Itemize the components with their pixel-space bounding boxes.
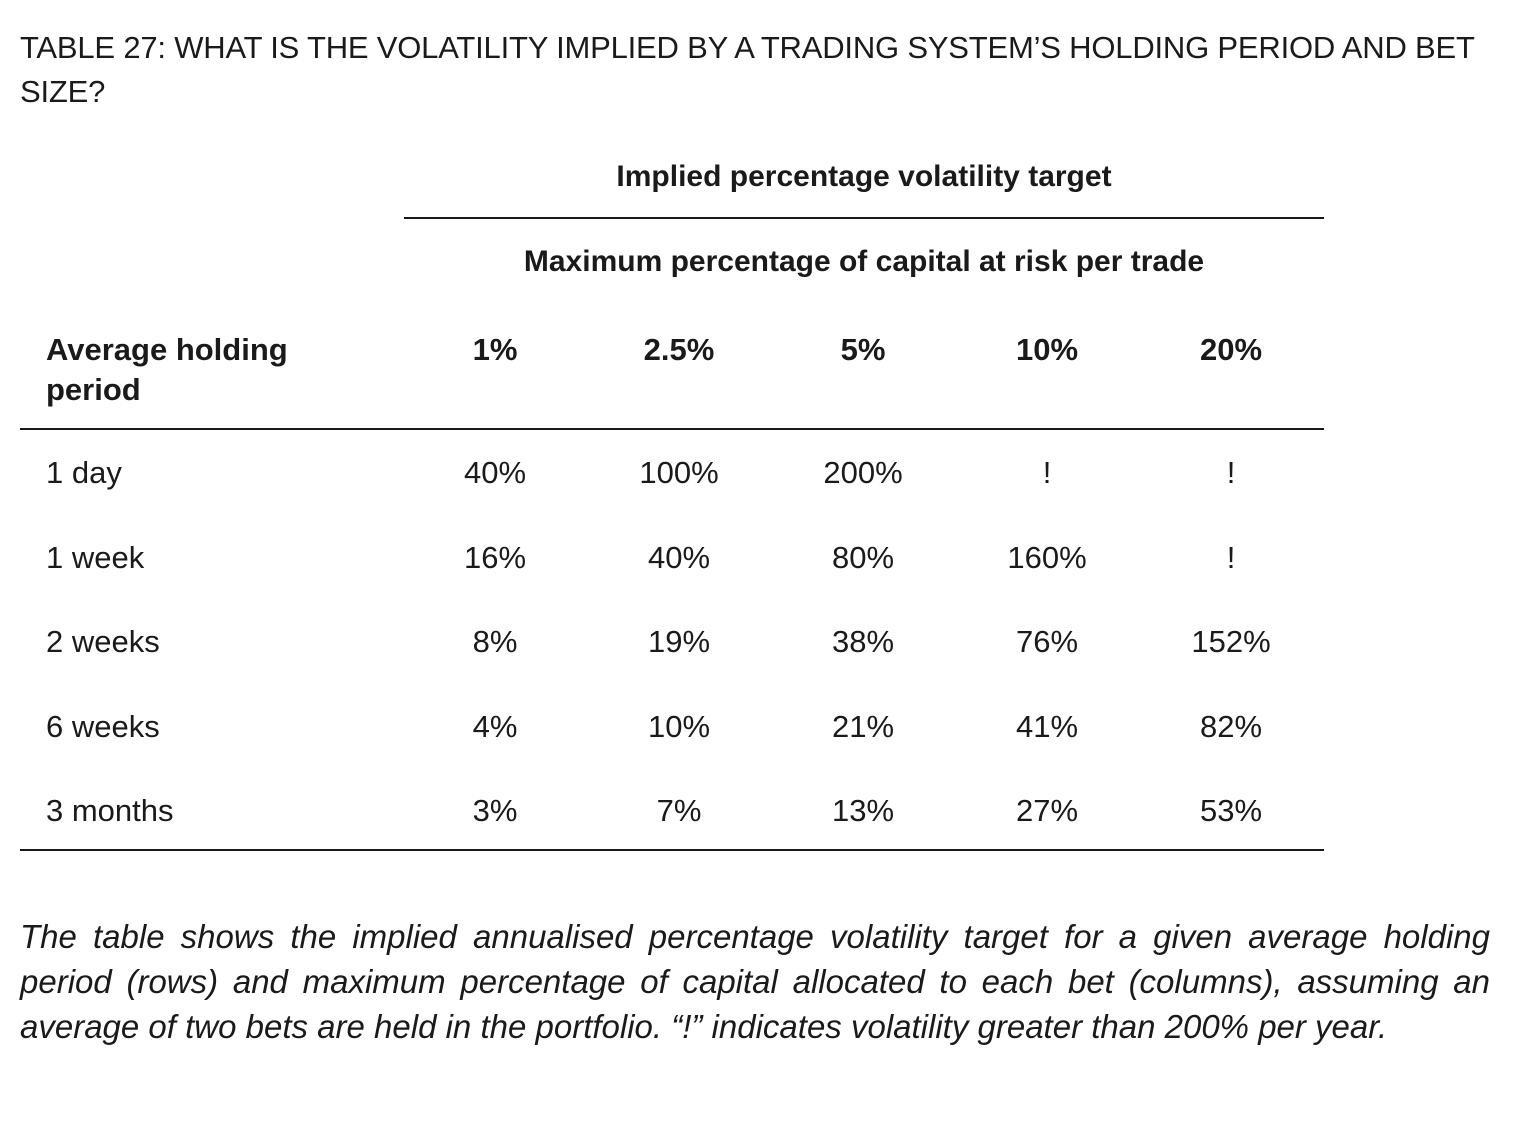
table-cell: 10% [647, 709, 711, 744]
table-cell: 160% [1007, 540, 1087, 575]
row-label: 1 week [46, 540, 145, 575]
table-cell: 100% [639, 455, 719, 490]
sub-header: Maximum percentage of capital at risk pe… [523, 245, 1205, 278]
table-cell: 16% [463, 540, 527, 575]
table-cell: 40% [463, 455, 527, 490]
column-header: 5% [840, 332, 886, 367]
table-cell: 200% [823, 455, 903, 490]
table-cell: 3% [472, 793, 518, 828]
row-label: 6 weeks [46, 709, 160, 744]
table-caption: The table shows the implied annualised p… [20, 918, 1490, 1045]
table-cell: 76% [1015, 624, 1079, 659]
table-cell: 19% [647, 624, 711, 659]
table-cell: ! [1226, 455, 1236, 490]
row-label: 2 weeks [46, 624, 160, 659]
table-cell: 80% [831, 540, 895, 575]
table-cell: 152% [1191, 624, 1271, 659]
table-cell: ! [1042, 455, 1052, 490]
table-cell: ! [1226, 540, 1236, 575]
table-cell: 40% [647, 540, 711, 575]
row-label: 1 day [46, 455, 122, 490]
table-cell: 8% [472, 624, 518, 659]
header-rule [404, 217, 1324, 219]
table-cell: 13% [831, 793, 895, 828]
table-title: TABLE 27: WHAT IS THE VOLATILITY IMPLIED… [20, 30, 1475, 109]
table-cell: 21% [831, 709, 895, 744]
table-cell: 7% [656, 793, 702, 828]
table-cell: 38% [831, 624, 895, 659]
row-label: 3 months [46, 793, 174, 828]
column-header: 10% [1015, 332, 1079, 367]
table-bottom-rule [20, 849, 1324, 851]
super-header: Implied percentage volatility target [616, 160, 1112, 193]
table-cell: 82% [1199, 709, 1263, 744]
row-header: Average holding period [46, 332, 288, 407]
table-cell: 53% [1199, 793, 1263, 828]
table-cell: 41% [1015, 709, 1079, 744]
column-header: 2.5% [643, 332, 715, 367]
column-header: 20% [1199, 332, 1263, 367]
table-cell: 4% [472, 709, 518, 744]
table-cell: 27% [1015, 793, 1079, 828]
column-header-rule [20, 428, 1324, 430]
column-header: 1% [472, 332, 518, 367]
